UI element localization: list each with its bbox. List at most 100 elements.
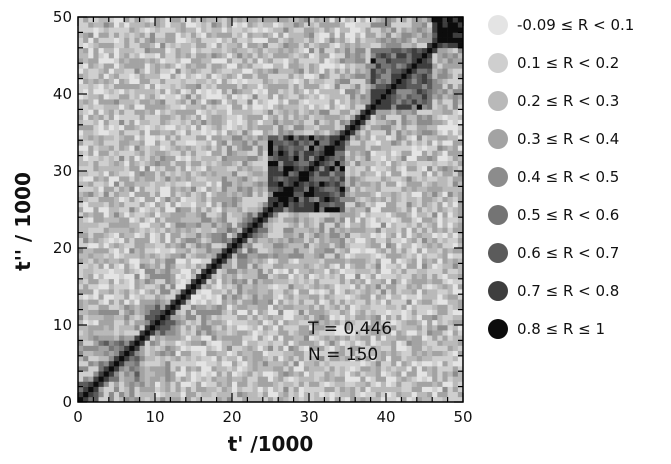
heatmap-cell [160, 109, 166, 115]
heatmap-cell [242, 253, 248, 259]
heatmap-cell [113, 217, 120, 223]
heatmap-cell [175, 104, 181, 110]
heatmap-cell [211, 114, 217, 120]
heatmap-cell [334, 155, 341, 162]
heatmap-cell [406, 366, 412, 372]
heatmap-cell [437, 237, 443, 244]
heatmap-cell [108, 88, 115, 95]
heatmap-cell [155, 217, 161, 223]
heatmap-cell [237, 150, 243, 156]
heatmap-cell [103, 345, 110, 351]
heatmap-cell [319, 309, 325, 316]
heatmap-cell [226, 186, 233, 192]
heatmap-cell [242, 263, 248, 269]
heatmap-cell [319, 145, 325, 151]
heatmap-cell [273, 42, 279, 49]
heatmap-cell [124, 140, 130, 146]
heatmap-cell [437, 396, 443, 403]
heatmap-cell [196, 242, 202, 249]
heatmap-cell [185, 253, 192, 259]
heatmap-cell [232, 145, 238, 151]
heatmap-cell [303, 345, 310, 351]
heatmap-cell [144, 391, 151, 398]
heatmap-cell [201, 88, 207, 95]
heatmap-cell [380, 366, 387, 372]
heatmap-cell [314, 171, 320, 177]
heatmap-cell [226, 350, 233, 357]
heatmap-cell [113, 206, 120, 213]
heatmap-cell [329, 314, 335, 321]
heatmap-cell [108, 217, 115, 223]
heatmap-cell [221, 283, 228, 290]
heatmap-cell [129, 135, 135, 141]
heatmap-cell [406, 222, 412, 228]
heatmap-cell [329, 371, 335, 377]
heatmap-cell [380, 191, 387, 197]
heatmap-cell [339, 160, 346, 167]
heatmap-cell [298, 22, 305, 28]
heatmap-cell [257, 42, 264, 49]
heatmap-cell [211, 217, 217, 223]
heatmap-cell [355, 309, 361, 316]
heatmap-cell [185, 273, 192, 280]
heatmap-cell [267, 283, 274, 290]
heatmap-cell [247, 186, 253, 192]
heatmap-cell [452, 381, 459, 387]
heatmap-cell [226, 227, 233, 233]
heatmap-cell [267, 268, 274, 274]
heatmap-cell [247, 109, 253, 115]
heatmap-cell [134, 299, 140, 305]
heatmap-cell [247, 88, 253, 95]
heatmap-cell [370, 350, 377, 357]
heatmap-cell [134, 376, 140, 382]
heatmap-cell [360, 150, 366, 156]
heatmap-cell [314, 22, 320, 28]
heatmap-cell [124, 391, 130, 398]
heatmap-cell [98, 88, 104, 95]
heatmap-cell [180, 191, 187, 197]
heatmap-cell [401, 340, 407, 346]
heatmap-cell [134, 37, 140, 43]
heatmap-cell [283, 212, 289, 218]
heatmap-cell [108, 350, 115, 357]
heatmap-cell [447, 248, 454, 254]
heatmap-cell [237, 140, 243, 146]
heatmap-cell [319, 289, 325, 295]
heatmap-cell [242, 319, 248, 326]
heatmap-cell [267, 17, 274, 23]
heatmap-cell [83, 299, 89, 305]
heatmap-cell [262, 371, 269, 377]
heatmap-cell [221, 263, 228, 269]
heatmap-cell [170, 381, 176, 387]
heatmap-cell [211, 253, 217, 259]
heatmap-cell [334, 248, 341, 254]
heatmap-cell [165, 263, 171, 269]
heatmap-cell [196, 196, 202, 203]
heatmap-cell [129, 299, 135, 305]
heatmap-cell [196, 335, 202, 341]
heatmap-cell [416, 381, 423, 387]
heatmap-cell [88, 83, 94, 90]
heatmap-cell [196, 42, 202, 49]
heatmap-cell [365, 165, 371, 172]
heatmap-cell [365, 186, 371, 192]
heatmap-cell [180, 278, 187, 285]
heatmap-cell [447, 191, 454, 197]
heatmap-cell [442, 222, 448, 228]
heatmap-cell [247, 104, 253, 110]
heatmap-cell [396, 366, 402, 372]
heatmap-cell [262, 299, 269, 305]
heatmap-cell [237, 319, 243, 326]
heatmap-cell [190, 371, 197, 377]
heatmap-cell [401, 145, 407, 151]
heatmap-cell [242, 345, 248, 351]
heatmap-cell [309, 73, 315, 79]
heatmap-cell [119, 350, 125, 357]
heatmap-cell [309, 32, 315, 38]
heatmap-cell [185, 371, 192, 377]
heatmap-cell [170, 237, 176, 244]
heatmap-cell [421, 253, 428, 259]
heatmap-cell [339, 176, 346, 182]
heatmap-cell [437, 355, 443, 362]
heatmap-cell [201, 376, 207, 382]
